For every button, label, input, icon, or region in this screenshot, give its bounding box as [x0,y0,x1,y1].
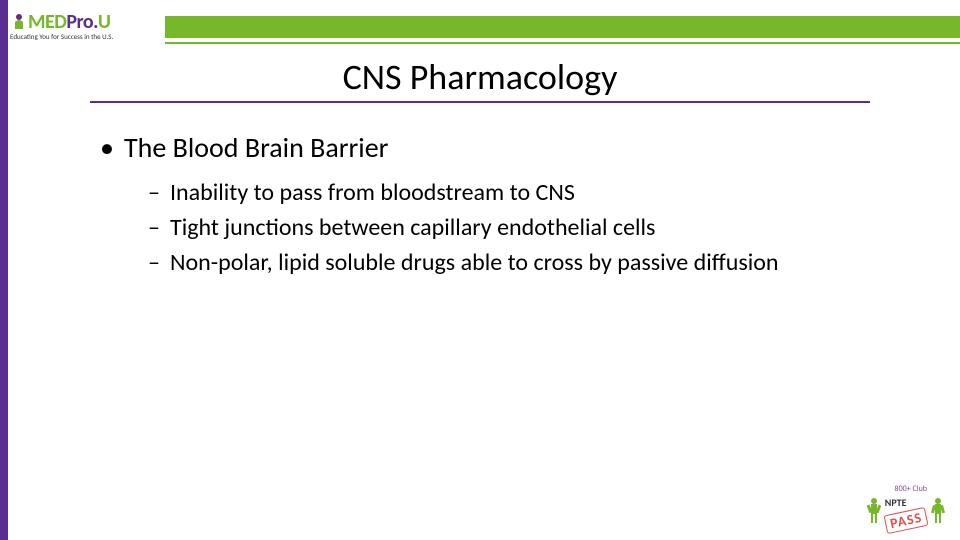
logo-med: MED [28,10,66,34]
left-accent-bar [0,0,8,540]
header-bar-thin [165,42,960,44]
slide-content: The Blood Brain Barrier Inability to pas… [100,130,900,283]
logo-text: MEDPro.U [10,10,160,34]
bullet-level2: Tight junctions between capillary endoth… [100,212,900,243]
brand-logo: MEDPro.U Educating You for Success in th… [10,10,160,41]
logo-pro: Pro. [66,10,97,34]
figure-icon [867,497,881,525]
logo-tagline: Educating You for Success in the U.S. [10,32,160,41]
header-accent-bars [165,16,960,44]
footer-badge: 800+ Club NPTE PASS [867,492,945,530]
slide-title: CNS Pharmacology [90,55,870,103]
bullet-level1: The Blood Brain Barrier [100,130,900,165]
header-bar-thick [165,16,960,38]
pass-badge: PASS [883,507,928,534]
logo-u: U [98,10,111,34]
club-label: 800+ Club [895,484,927,494]
figure-icon [931,497,945,525]
bullet-level2: Non-polar, lipid soluble drugs able to c… [100,247,900,278]
logo-icon [10,12,28,30]
bullet-level2: Inability to pass from bloodstream to CN… [100,177,900,208]
npte-label: NPTE [885,496,907,509]
